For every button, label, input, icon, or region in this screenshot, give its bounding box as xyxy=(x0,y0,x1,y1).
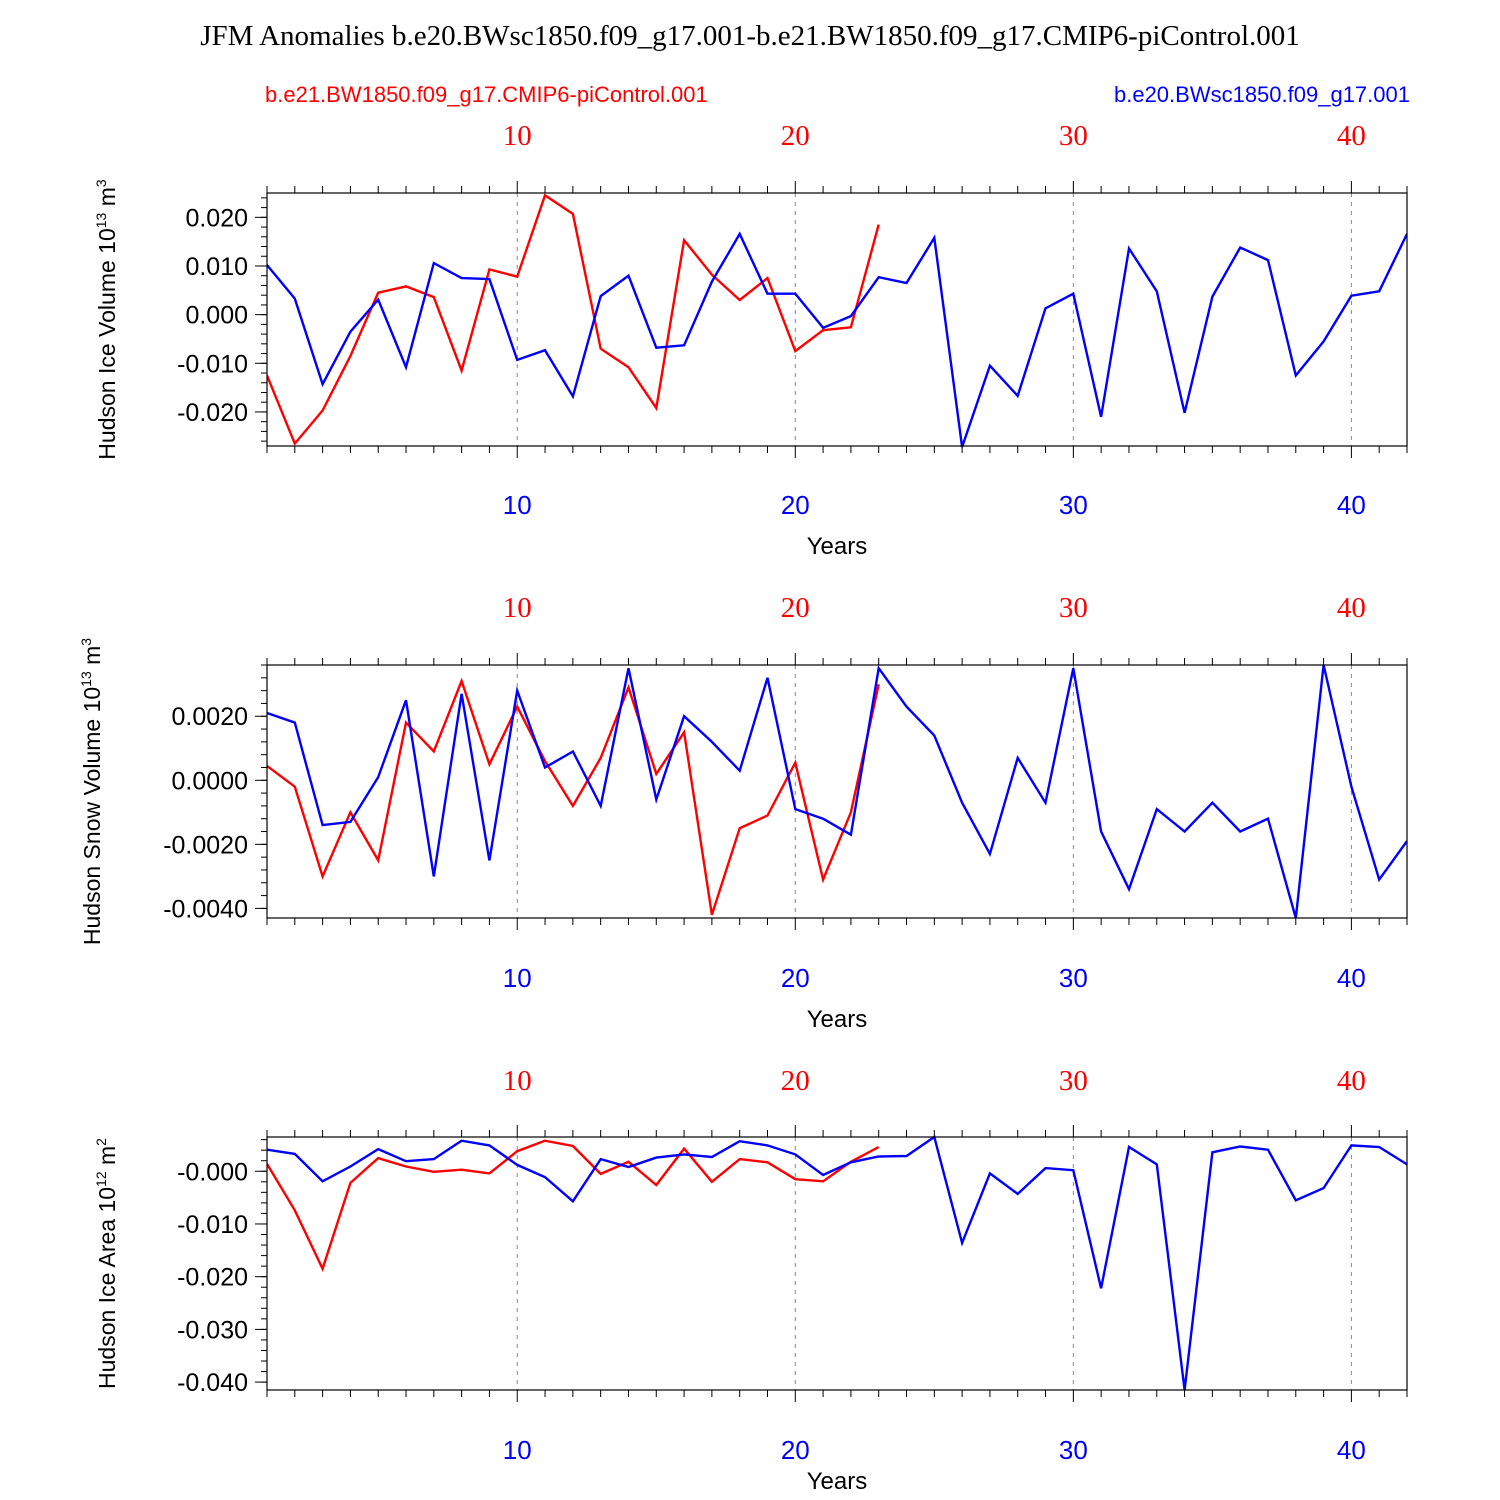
y-tick-label: -0.010 xyxy=(177,1211,248,1239)
x-tick-label-bottom: 10 xyxy=(503,963,532,993)
series-line-blue xyxy=(267,231,1407,448)
y-axis-label: Hudson Ice Volume 1013 m3 xyxy=(93,179,120,460)
x-tick-label-top: 20 xyxy=(781,120,810,152)
x-axis-label: Years xyxy=(807,1006,868,1033)
x-tick-label-bottom: 40 xyxy=(1337,963,1366,993)
x-tick-label-top: 10 xyxy=(503,1065,532,1097)
plot-frame xyxy=(266,664,1408,919)
x-axis-label: Years xyxy=(807,533,868,560)
x-tick-label-top: 20 xyxy=(781,592,810,624)
x-tick-label-top: 20 xyxy=(781,1065,810,1097)
y-tick-label: 0.0020 xyxy=(172,703,248,731)
y-axis-label: Hudson Ice Area 1012 m2 xyxy=(93,1138,120,1389)
y-tick-label: 0.010 xyxy=(185,253,248,281)
y-tick-label: -0.020 xyxy=(177,399,248,427)
x-tick-label-bottom: 40 xyxy=(1337,490,1366,520)
x-tick-label-bottom: 40 xyxy=(1337,1435,1366,1465)
x-tick-label-bottom: 10 xyxy=(503,1435,532,1465)
x-tick-label-top: 40 xyxy=(1337,1065,1366,1097)
legend-red-label: b.e21.BW1850.f09_g17.CMIP6-piControl.001 xyxy=(265,82,708,107)
y-tick-label: -0.040 xyxy=(177,1369,248,1397)
y-tick-label: 0.020 xyxy=(185,204,248,232)
x-tick-label-top: 10 xyxy=(503,592,532,624)
x-tick-label-top: 40 xyxy=(1337,120,1366,152)
y-tick-label: -0.0040 xyxy=(163,895,248,923)
y-tick-label: 0.000 xyxy=(185,302,248,330)
x-tick-label-top: 40 xyxy=(1337,592,1366,624)
x-tick-label-bottom: 30 xyxy=(1059,963,1088,993)
x-tick-label-bottom: 30 xyxy=(1059,1435,1088,1465)
series-line-red xyxy=(267,677,880,916)
series-line-red xyxy=(267,1139,880,1273)
panel-1: 0.020 0.010 0.000 -0.010 -0.020 Hudson Ice Vo… xyxy=(93,120,1408,560)
panel-2: 0.0020 0.0000 -0.0020 -0.0040 Hudson Snow Vo… xyxy=(78,592,1408,1033)
y-tick-label: -0.030 xyxy=(177,1316,248,1344)
series-line-blue xyxy=(267,664,1407,919)
y-axis-label: Hudson Snow Volume 1013 m3 xyxy=(78,638,105,945)
series-line-blue xyxy=(267,1135,1407,1391)
x-tick-label-bottom: 30 xyxy=(1059,490,1088,520)
y-tick-label: -0.0020 xyxy=(163,831,248,859)
y-tick-label: -0.000 xyxy=(177,1158,248,1186)
figure-title: JFM Anomalies b.e20.BWsc1850.f09_g17.001… xyxy=(200,20,1300,52)
y-tick-label: -0.020 xyxy=(177,1264,248,1292)
x-axis-label: Years xyxy=(807,1468,868,1495)
x-tick-label-bottom: 20 xyxy=(781,1435,810,1465)
x-tick-label-bottom: 20 xyxy=(781,963,810,993)
x-tick-label-top: 30 xyxy=(1059,592,1088,624)
series-line-red xyxy=(267,193,880,446)
x-tick-label-top: 10 xyxy=(503,120,532,152)
y-tick-label: -0.010 xyxy=(177,350,248,378)
panel-3: -0.000 -0.010 -0.020 -0.030 -0.040 Hudson Ice… xyxy=(93,1065,1408,1495)
plot-frame xyxy=(266,1136,1408,1391)
x-tick-label-top: 30 xyxy=(1059,1065,1088,1097)
plot-frame xyxy=(266,192,1408,447)
panels: 0.020 0.010 0.000 -0.010 -0.020 Hudson Ice Vo… xyxy=(78,120,1408,1495)
x-tick-label-bottom: 10 xyxy=(503,490,532,520)
legend-blue-label: b.e20.BWsc1850.f09_g17.001 xyxy=(1114,82,1410,107)
x-tick-label-top: 30 xyxy=(1059,120,1088,152)
x-tick-label-bottom: 20 xyxy=(781,490,810,520)
y-tick-label: 0.0000 xyxy=(172,767,248,795)
